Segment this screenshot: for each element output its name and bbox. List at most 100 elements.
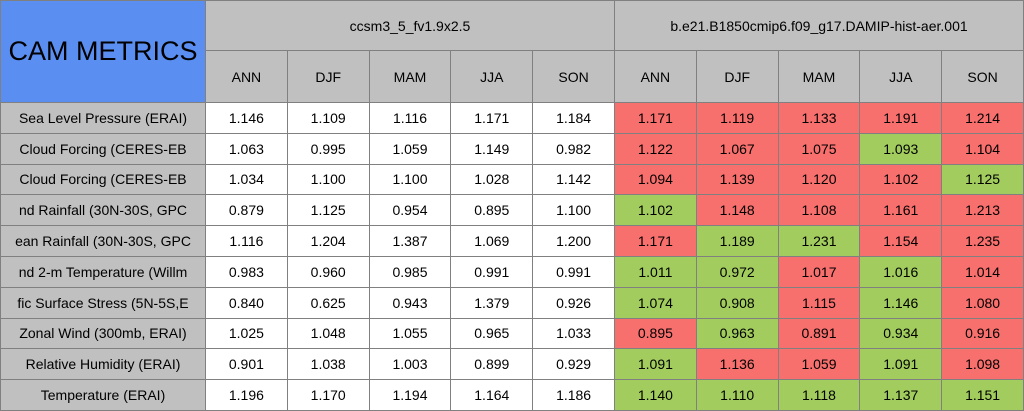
- value-cell: 0.901: [205, 348, 288, 381]
- value-cell: 1.098: [941, 348, 1024, 381]
- value-cell: 0.926: [532, 286, 615, 319]
- season-header-row: ANN DJF MAM JJA SON ANN DJF MAM JJA SON: [1, 50, 1024, 103]
- value-cell: 1.075: [777, 132, 861, 165]
- data-row: nd Rainfall (30N-30S, GPC 0.879 1.125 0.954…: [0, 194, 1024, 227]
- data-row: Relative Humidity (ERAI) 0.901 1.038 1.003 0…: [0, 348, 1024, 381]
- value-cell: 0.983: [205, 255, 288, 288]
- value-cell: 0.916: [941, 317, 1024, 350]
- value-cell: 1.016: [859, 255, 943, 288]
- value-cell: 0.891: [777, 317, 861, 350]
- row-label: Cloud Forcing (CERES-EB: [19, 171, 187, 188]
- data-row: Zonal Wind (300mb, ERAI) 1.025 1.048 1.055 0…: [0, 317, 1024, 350]
- value-cell: 1.116: [205, 225, 288, 257]
- value-cell: 1.231: [777, 225, 861, 257]
- group-header-row: CAM METRICS ccsm3_5_fv1.9x2.5 b.e21.B1850…: [0, 0, 1024, 103]
- value-cell: 1.200: [532, 225, 615, 257]
- value-cell: 1.151: [941, 379, 1024, 411]
- value-cell: 1.164: [450, 379, 534, 411]
- value-cell: 1.048: [286, 317, 370, 350]
- value-cell: 0.895: [613, 317, 697, 350]
- value-cell: 1.125: [286, 194, 370, 227]
- value-cell: 1.214: [941, 102, 1024, 134]
- corner-title: CAM METRICS: [0, 0, 206, 103]
- value-cell: 1.080: [941, 286, 1024, 319]
- season-header: SON: [941, 50, 1024, 103]
- value-cell: 1.142: [532, 163, 615, 196]
- value-cell: 0.625: [286, 286, 370, 319]
- row-label-cell: Cloud Forcing (CERES-EB: [0, 163, 206, 196]
- value-cell: 1.184: [532, 102, 615, 134]
- value-cell: 0.908: [695, 286, 779, 319]
- row-label-cell: Temperature (ERAI): [0, 379, 206, 411]
- value-cell: 1.014: [941, 255, 1024, 288]
- row-label: Zonal Wind (300mb, ERAI): [19, 325, 187, 342]
- value-cell: 1.074: [613, 286, 697, 319]
- value-cell: 1.170: [286, 379, 370, 411]
- value-cell: 1.146: [859, 286, 943, 319]
- value-cell: 1.063: [205, 132, 288, 165]
- value-cell: 1.186: [532, 379, 615, 411]
- value-cell: 0.899: [450, 348, 534, 381]
- data-row: Temperature (ERAI) 1.196 1.170 1.194 1.164 1.…: [0, 379, 1024, 411]
- data-row: fic Surface Stress (5N-5S,E 0.840 0.625 0.9…: [0, 286, 1024, 319]
- value-cell: 1.171: [613, 225, 697, 257]
- data-row: Cloud Forcing (CERES-EB 1.063 0.995 1.059 1.…: [0, 132, 1024, 165]
- value-cell: 1.104: [941, 132, 1024, 165]
- row-label: ean Rainfall (30N-30S, GPC: [15, 233, 191, 250]
- value-cell: 1.003: [368, 348, 452, 381]
- season-header: JJA: [859, 50, 943, 103]
- data-row: nd 2-m Temperature (Willm 0.983 0.960 0.985…: [0, 255, 1024, 288]
- row-label-cell: fic Surface Stress (5N-5S,E: [0, 286, 206, 319]
- season-header: JJA: [450, 50, 534, 103]
- value-cell: 1.055: [368, 317, 452, 350]
- value-cell: 1.059: [777, 348, 861, 381]
- value-cell: 0.972: [695, 255, 779, 288]
- value-cell: 1.146: [205, 102, 288, 134]
- value-cell: 1.122: [613, 132, 697, 165]
- row-label-cell: Zonal Wind (300mb, ERAI): [0, 317, 206, 350]
- value-cell: 0.954: [368, 194, 452, 227]
- value-cell: 0.840: [205, 286, 288, 319]
- value-cell: 1.038: [286, 348, 370, 381]
- value-cell: 1.133: [777, 102, 861, 134]
- season-header: DJF: [286, 50, 370, 103]
- season-header: SON: [532, 50, 615, 103]
- value-cell: 1.108: [777, 194, 861, 227]
- value-cell: 0.963: [695, 317, 779, 350]
- value-cell: 0.965: [450, 317, 534, 350]
- group-header: b.e21.B1850cmip6.f09_g17.DAMIP-hist-aer.…: [613, 0, 1024, 51]
- value-cell: 1.171: [613, 102, 697, 134]
- value-cell: 1.149: [450, 132, 534, 165]
- value-cell: 1.116: [368, 102, 452, 134]
- group-header: ccsm3_5_fv1.9x2.5: [205, 0, 615, 51]
- value-cell: 1.235: [941, 225, 1024, 257]
- value-cell: 1.091: [613, 348, 697, 381]
- value-cell: 1.025: [205, 317, 288, 350]
- value-cell: 0.985: [368, 255, 452, 288]
- row-label: Sea Level Pressure (ERAI): [18, 109, 188, 126]
- value-cell: 1.140: [613, 379, 697, 411]
- row-label-cell: nd Rainfall (30N-30S, GPC: [0, 194, 206, 227]
- value-cell: 1.189: [695, 225, 779, 257]
- data-row: Sea Level Pressure (ERAI) 1.146 1.109 1.116…: [0, 102, 1024, 134]
- value-cell: 1.204: [286, 225, 370, 257]
- value-cell: 1.100: [532, 194, 615, 227]
- value-cell: 1.094: [613, 163, 697, 196]
- value-cell: 1.017: [777, 255, 861, 288]
- value-cell: 1.148: [695, 194, 779, 227]
- value-cell: 1.191: [859, 102, 943, 134]
- value-cell: 1.059: [368, 132, 452, 165]
- value-cell: 1.154: [859, 225, 943, 257]
- value-cell: 1.379: [450, 286, 534, 319]
- row-label: Relative Humidity (ERAI): [25, 356, 181, 373]
- row-label: nd Rainfall (30N-30S, GPC: [18, 202, 188, 219]
- season-header: ANN: [613, 50, 697, 103]
- value-cell: 0.895: [450, 194, 534, 227]
- value-cell: 1.091: [859, 348, 943, 381]
- value-cell: 1.033: [532, 317, 615, 350]
- season-header: MAM: [368, 50, 452, 103]
- value-cell: 1.028: [450, 163, 534, 196]
- value-cell: 1.118: [777, 379, 861, 411]
